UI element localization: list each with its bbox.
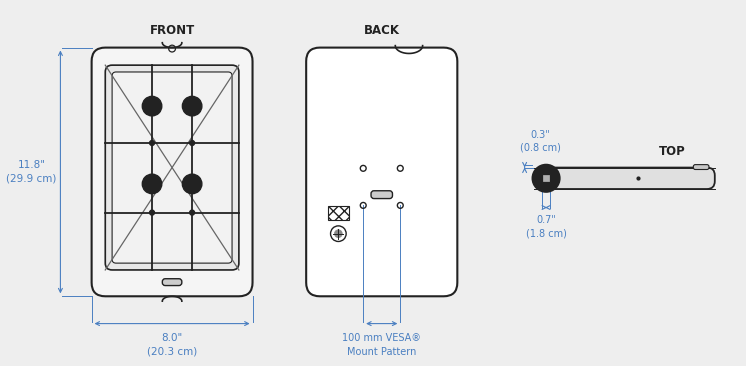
Circle shape — [142, 174, 162, 194]
FancyBboxPatch shape — [112, 72, 232, 263]
Text: 11.8"
(29.9 cm): 11.8" (29.9 cm) — [6, 160, 57, 183]
Text: 0.7"
(1.8 cm): 0.7" (1.8 cm) — [526, 215, 566, 239]
Text: BACK: BACK — [364, 23, 400, 37]
Text: 100 mm VESA®
Mount Pattern: 100 mm VESA® Mount Pattern — [342, 333, 421, 356]
Circle shape — [182, 174, 202, 194]
Circle shape — [142, 96, 162, 116]
Circle shape — [150, 210, 154, 215]
Circle shape — [533, 165, 560, 192]
Circle shape — [182, 96, 202, 116]
Text: TOP: TOP — [659, 145, 686, 158]
Text: 8.0"
(20.3 cm): 8.0" (20.3 cm) — [147, 333, 197, 356]
FancyBboxPatch shape — [693, 165, 709, 169]
FancyBboxPatch shape — [544, 168, 715, 189]
Text: 0.3"
(0.8 cm): 0.3" (0.8 cm) — [520, 130, 561, 153]
Bar — [542, 174, 550, 182]
Circle shape — [150, 141, 154, 145]
FancyBboxPatch shape — [92, 48, 253, 296]
Circle shape — [334, 230, 342, 238]
Circle shape — [189, 210, 195, 215]
FancyBboxPatch shape — [163, 279, 182, 285]
Bar — [327, 206, 349, 220]
FancyBboxPatch shape — [371, 191, 392, 199]
Text: FRONT: FRONT — [149, 23, 195, 37]
FancyBboxPatch shape — [306, 48, 457, 296]
FancyBboxPatch shape — [105, 65, 239, 270]
Circle shape — [189, 141, 195, 145]
